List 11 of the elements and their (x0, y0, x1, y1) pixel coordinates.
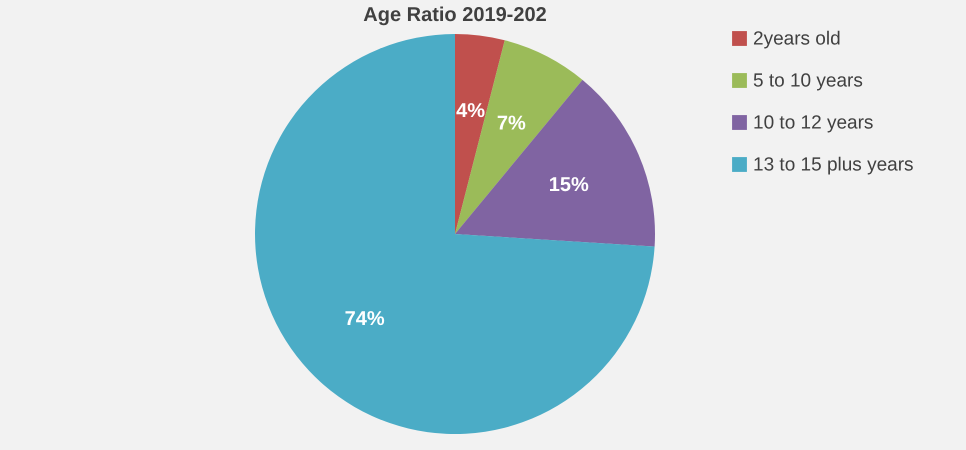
chart-title: Age Ratio 2019-202 (363, 4, 547, 26)
legend-label: 13 to 15 plus years (753, 154, 914, 176)
data-label: 7% (496, 112, 526, 135)
legend-label: 5 to 10 years (753, 70, 863, 92)
legend-label: 10 to 12 years (753, 112, 874, 134)
data-label: 15% (548, 174, 590, 196)
pie-slice (455, 80, 655, 247)
data-label: 4% (456, 100, 486, 122)
data-label: 74% (344, 308, 385, 330)
pie-slice (255, 34, 655, 434)
legend-label: 2years old (753, 28, 841, 50)
